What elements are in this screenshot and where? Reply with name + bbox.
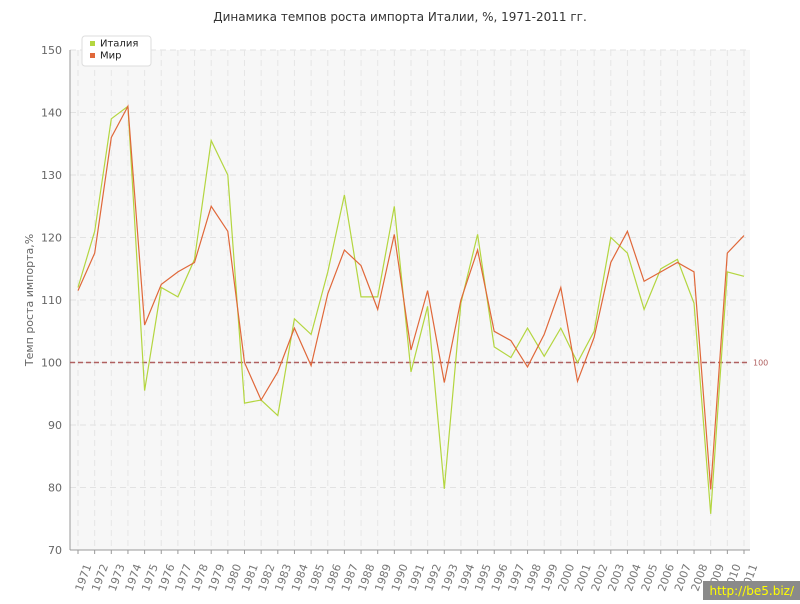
reference-line-label: 100 [753,359,768,368]
y-tick-label: 130 [41,169,62,182]
y-tick-label: 80 [48,482,62,495]
series-line-2 [77,104,745,490]
legend-swatch [90,41,95,46]
y-tick-label: 140 [41,107,62,120]
legend-label: Италия [100,39,138,50]
y-tick-label: 120 [41,232,62,245]
series-line-1 [77,105,745,514]
y-tick-label: 70 [48,544,62,557]
watermark-link[interactable]: http://be5.biz/ [703,581,800,600]
y-tick-label: 150 [41,44,62,57]
y-axis-label: Темп роста импорта,% [23,234,36,367]
chart-title: Динамика темпов роста импорта Италии, %,… [213,10,587,24]
legend-box [81,35,152,67]
y-tick-label: 110 [41,294,62,307]
y-tick-label: 90 [48,419,62,432]
legend-label: Мир [100,51,121,62]
y-tick-label: 100 [41,357,62,370]
legend-swatch [90,53,95,58]
